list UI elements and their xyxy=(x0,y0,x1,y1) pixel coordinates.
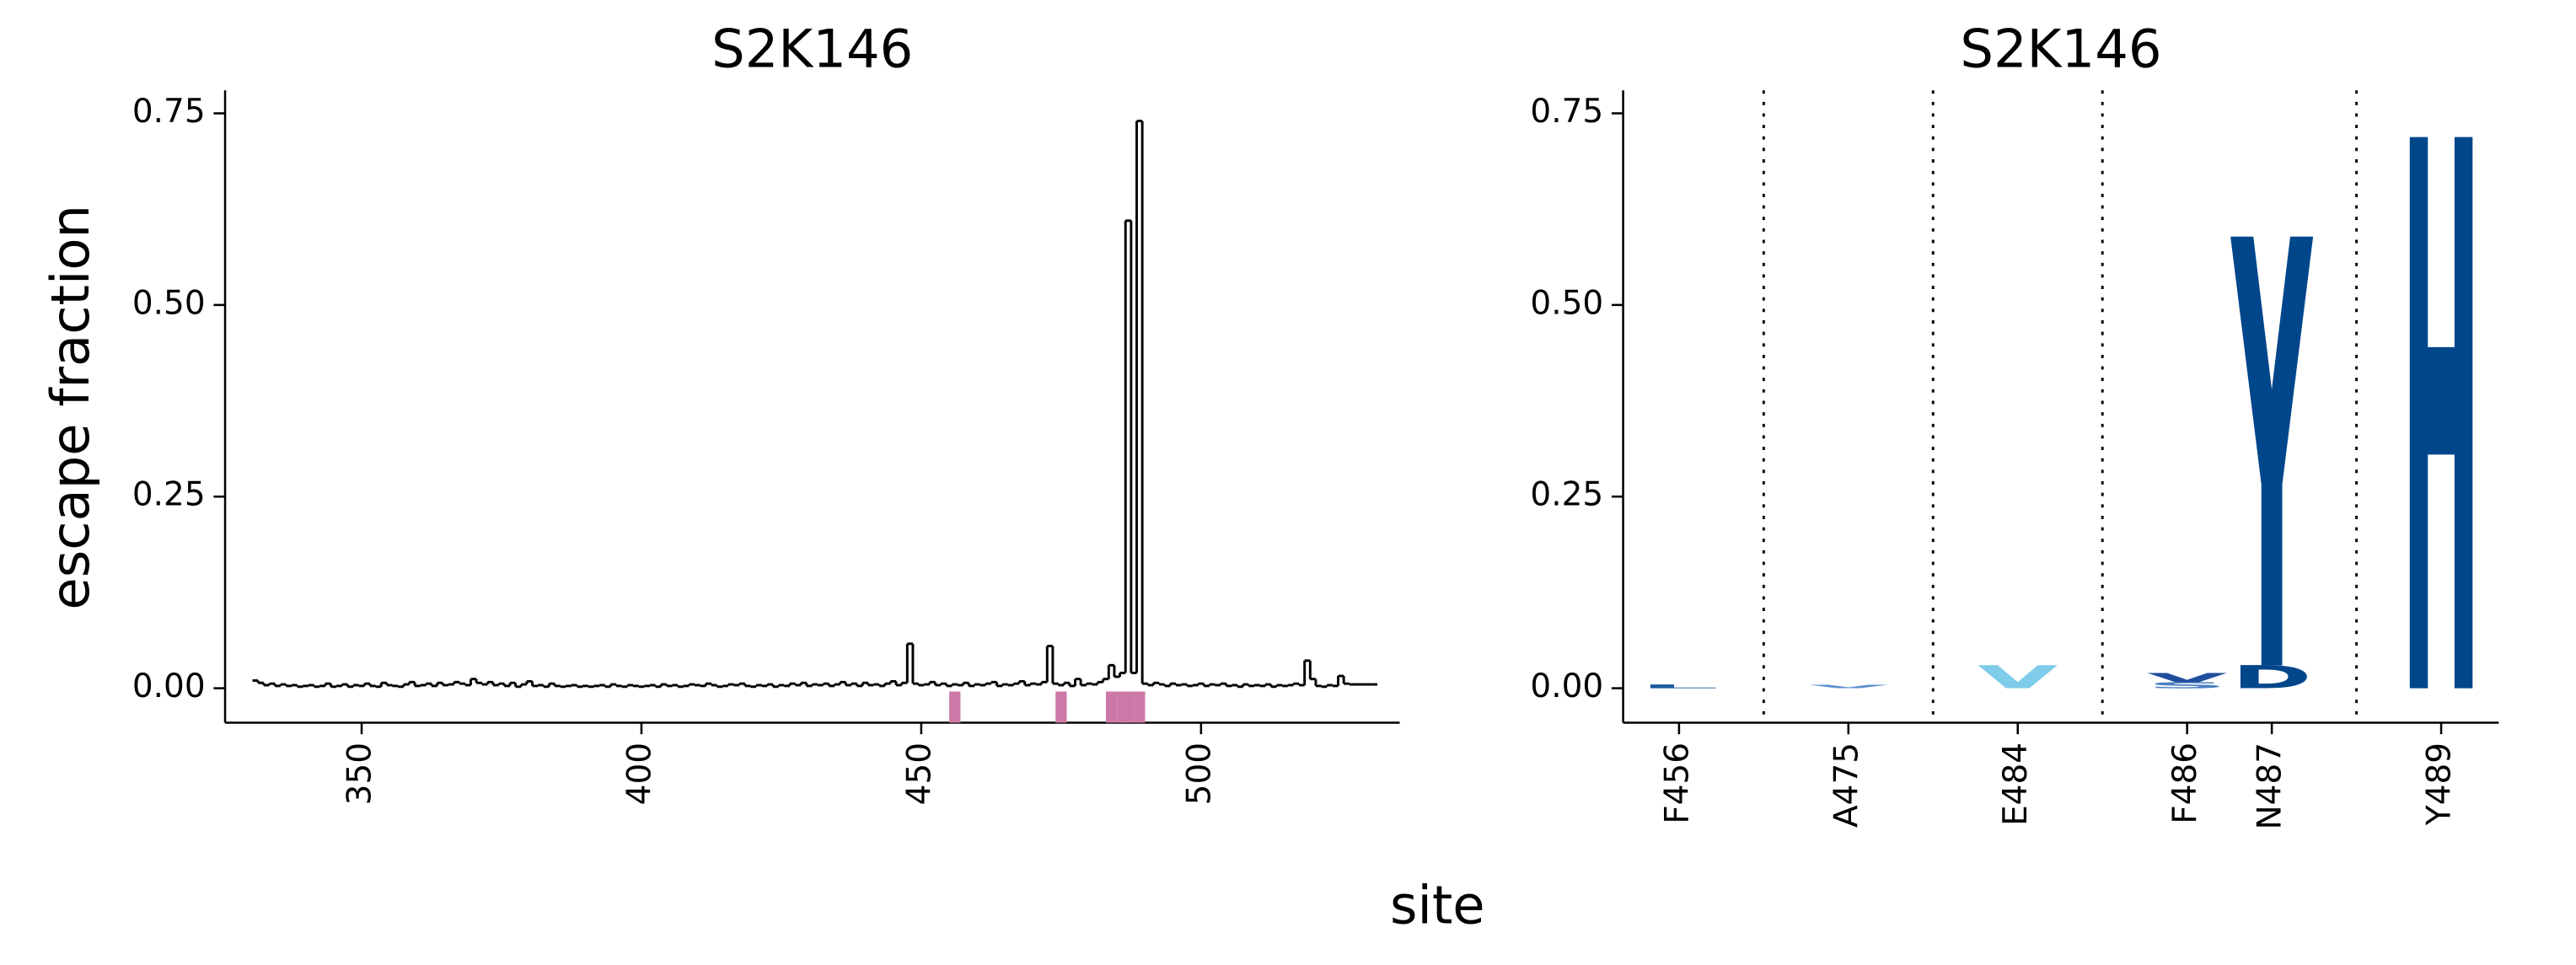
y-tick-label: 0.25 xyxy=(132,476,206,514)
x-tick-label: 450 xyxy=(900,743,938,805)
y-tick-label: 0.00 xyxy=(1530,667,1603,705)
y-tick-label: 0.75 xyxy=(132,93,206,131)
logo-letter: V xyxy=(1978,659,2058,695)
highlight-site xyxy=(1122,691,1135,723)
logo-letter: L xyxy=(1639,684,1719,689)
logo-letter: D xyxy=(2231,659,2311,695)
logo-letter: S xyxy=(2147,680,2227,690)
chart-title: S2K146 xyxy=(711,18,913,79)
x-tick-label: 350 xyxy=(341,743,379,805)
logo-letter: Y xyxy=(2230,120,2313,804)
highlight-site xyxy=(949,691,961,723)
x-tick-label: A475 xyxy=(1827,743,1865,828)
chart-title: S2K146 xyxy=(1960,18,2161,79)
x-tick-label: Y489 xyxy=(2421,743,2459,826)
x-tick-label: F486 xyxy=(2166,743,2204,824)
x-tick-label: 400 xyxy=(620,743,658,805)
logo-letter: H xyxy=(2401,0,2481,867)
step-riser xyxy=(256,121,1351,687)
x-tick-label: F456 xyxy=(1658,743,1696,824)
x-axis-label: site xyxy=(1390,874,1485,936)
highlight-site xyxy=(1055,691,1067,723)
y-tick-label: 0.50 xyxy=(132,284,206,322)
x-tick-label: 500 xyxy=(1180,743,1218,805)
highlight-site xyxy=(1105,691,1118,723)
x-tick-label: N487 xyxy=(2251,743,2289,830)
logo-letter: V xyxy=(2147,670,2227,684)
x-tick-label: E484 xyxy=(1997,743,2035,826)
y-axis-label: escape fraction xyxy=(40,205,101,610)
y-tick-label: 0.50 xyxy=(1530,284,1603,322)
logo-letter: V xyxy=(1808,684,1888,689)
y-tick-label: 0.00 xyxy=(132,667,206,705)
y-tick-label: 0.75 xyxy=(1530,93,1603,131)
y-tick-label: 0.25 xyxy=(1530,476,1603,514)
highlight-site xyxy=(1134,691,1146,723)
